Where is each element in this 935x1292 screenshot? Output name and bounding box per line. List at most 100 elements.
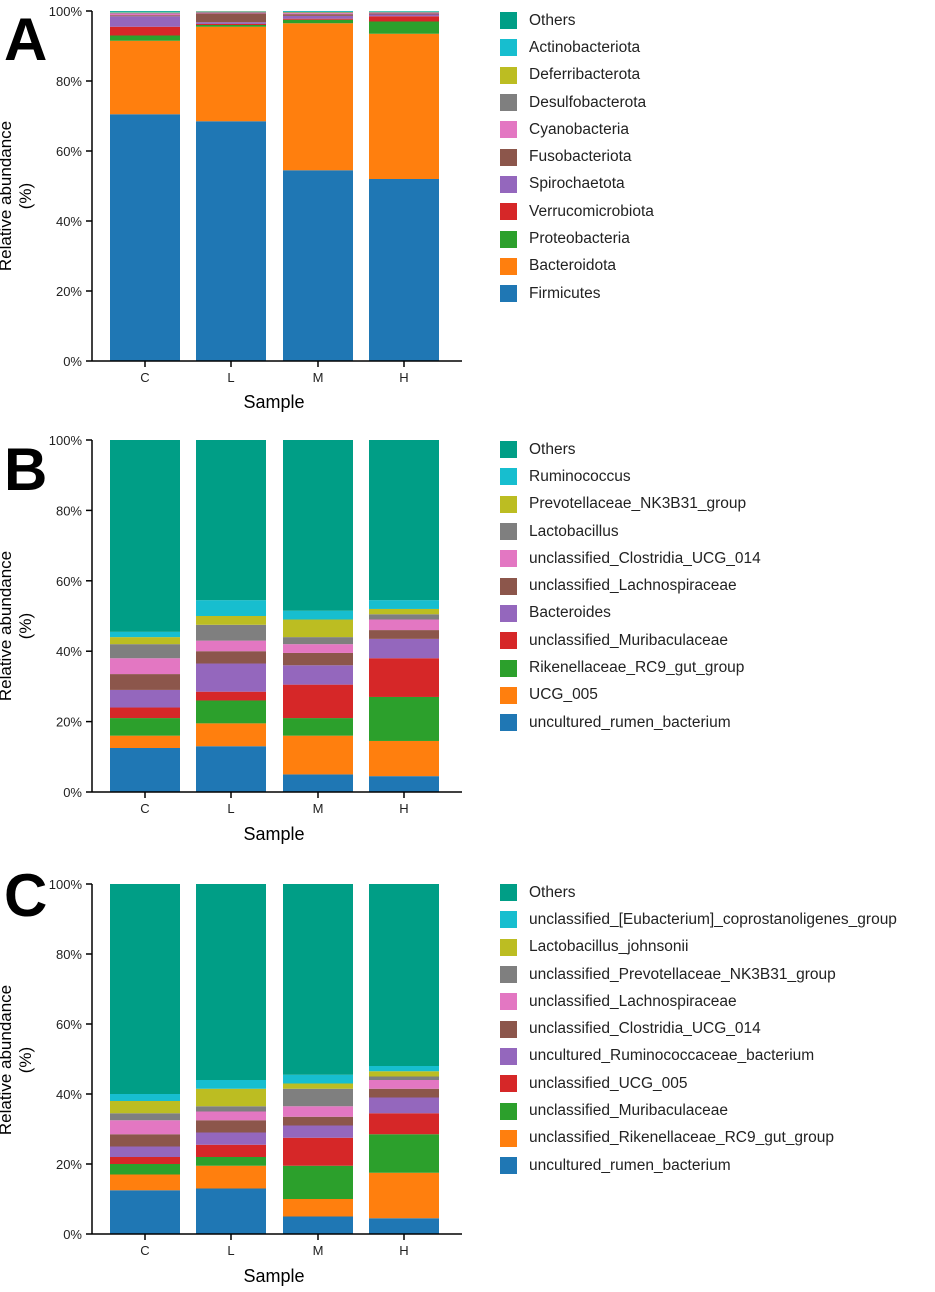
legend-swatch [500,884,517,902]
legend-label: Desulfobacterota [529,93,647,111]
legend-label: unclassified_Lachnospiraceae [529,577,737,595]
legend-label: Bacteroidota [529,257,617,275]
bar-segment [283,684,353,719]
legend-item: unclassified_Muribaculaceae [500,1097,897,1124]
bar-segment [196,616,266,625]
bar-segment [369,12,439,14]
bar-segment [110,12,180,14]
bar-segment [369,740,439,777]
x-tick-label: M [313,801,324,816]
legend-swatch [500,94,517,112]
bar-segment [369,16,439,22]
legend-label: unclassified_Rikenellaceae_RC9_gut_group [529,1129,835,1147]
bar-segment [196,22,266,24]
legend-swatch [500,66,517,84]
bar-segment [196,1157,266,1166]
bar-segment [283,18,353,20]
bar-segment [110,1120,180,1135]
legend-item: uncultured_rumen_bacterium [500,709,761,736]
legend-label: Prevotellaceae_NK3B31_group [529,495,747,513]
bar-segment [196,1088,266,1107]
legend-label: Lactobacillus_johnsonii [529,938,689,956]
panel-label: C [4,862,48,929]
legend-label: uncultured_rumen_bacterium [529,713,731,731]
bar-segment [196,121,266,361]
bar-segment [369,1066,439,1072]
legend-label: Others [529,440,576,458]
bar-segment [283,1216,353,1234]
bar-segment [369,13,439,15]
bar-segment [283,665,353,685]
legend-swatch [500,577,517,595]
bar-segment [369,1134,439,1173]
bar-segment [283,1083,353,1089]
bar-segment [369,658,439,697]
legend-label: unclassified_[Eubacterium]_coprostanolig… [529,910,897,928]
legend-swatch [500,550,517,568]
legend-item: uncultured_Ruminococcaceae_bacterium [500,1043,897,1070]
x-tick-label: C [140,801,149,816]
bar-segment [196,651,266,664]
bar-segment [369,1113,439,1135]
legend-label: unclassified_Lachnospiraceae [529,992,737,1010]
legend-item: unclassified_Lachnospiraceae [500,988,897,1015]
legend-item: unclassified_Muribaculaceae [500,627,761,654]
bar-segment [110,884,180,1094]
bar-segment [369,696,439,741]
panel-a: A Relative abundance (%) 0% 20% 40% 60% 80% 1… [0,0,935,430]
x-axis-label: Sample [243,1266,305,1286]
legend: Others unclassified_[Eubacterium]_coprost… [500,879,897,1179]
bar-segment [110,644,180,659]
bar-segment [369,1071,439,1077]
bar-segment [110,658,180,675]
x-tick-label: L [227,1243,234,1258]
bar-segment [196,1165,266,1189]
legend-item: unclassified_UCG_005 [500,1070,897,1097]
legend-swatch [500,230,517,248]
legend-item: Lactobacillus_johnsonii [500,934,897,961]
bar-segment [283,170,353,361]
legend-label: Verrucomicrobiota [529,202,654,220]
legend-swatch [500,993,517,1011]
legend-swatch [500,203,517,221]
panel-c: C Relative abundance (%) 0% 20% 40% 60% 80% 1… [0,860,935,1292]
bar-segment [283,440,353,611]
bar-segment [369,21,439,34]
y-tick-label: 100% [49,4,83,19]
bar-segment [196,691,266,701]
legend-swatch [500,1129,517,1147]
legend-item: Lactobacillus [500,518,761,545]
legend-label: Bacteroides [529,604,611,622]
x-tick-label: L [227,370,234,385]
legend-item: unclassified_Rikenellaceae_RC9_gut_group [500,1125,897,1152]
bar-segment [283,884,353,1075]
y-tick-label: 80% [56,74,82,89]
bar-segment [196,624,266,641]
legend-item: Actinobacteriota [500,34,654,61]
legend-item: Others [500,7,654,34]
bar-segment [196,640,266,652]
legend-swatch [500,1157,517,1175]
bar-segment [196,23,266,25]
legend-item: unclassified_Prevotellaceae_NK3B31_group [500,961,897,988]
x-tick-label: H [399,1243,408,1258]
bar-segment [110,637,180,645]
y-tick-label: 80% [56,947,82,962]
bar-segment [110,15,180,17]
bar-segment [369,1080,439,1089]
x-tick-label: M [313,1243,324,1258]
legend-label: unclassified_Clostridia_UCG_014 [529,1020,761,1038]
y-tick-label: 0% [63,1227,82,1242]
panel-b: B Relative abundance (%) 0% 20% 40% 60% 80% 1… [0,430,935,860]
legend-swatch [500,468,517,486]
bar-segment [110,1094,180,1101]
bar-segment [283,1074,353,1084]
bar-segment [283,1137,353,1166]
y-tick-label: 20% [56,284,82,299]
legend-label: Ruminococcus [529,467,631,485]
bar-segment [369,12,439,13]
x-tick-label: L [227,801,234,816]
bar-segment [283,1116,353,1126]
bar-segment [110,440,180,632]
bar-segment [283,11,353,13]
